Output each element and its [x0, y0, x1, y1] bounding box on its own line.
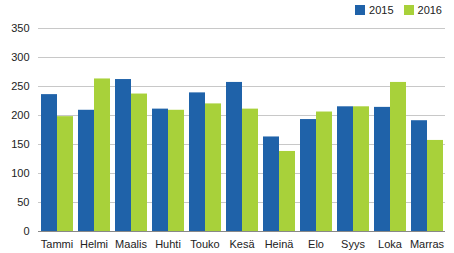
html-text:2015: 2015	[369, 4, 394, 16]
svg-text:Syys: Syys	[341, 238, 365, 250]
svg-text:Touko: Touko	[190, 238, 219, 250]
svg-text:Elo: Elo	[308, 238, 324, 250]
svg-text:200: 200	[11, 109, 29, 121]
svg-text:50: 50	[17, 196, 29, 208]
svg-text:Huhti: Huhti	[155, 238, 181, 250]
svg-text:100: 100	[11, 167, 29, 179]
svg-text:Tammi: Tammi	[41, 238, 73, 250]
svg-text:250: 250	[11, 80, 29, 92]
svg-text:Heinä: Heinä	[265, 238, 295, 250]
svg-text:Maalis: Maalis	[115, 238, 147, 250]
svg-text:Loka: Loka	[378, 238, 403, 250]
svg-text:150: 150	[11, 138, 29, 150]
svg-text:Kesä: Kesä	[229, 238, 255, 250]
svg-text:Helmi: Helmi	[80, 238, 108, 250]
html-text:2016: 2016	[417, 4, 442, 16]
svg-text:300: 300	[11, 51, 29, 63]
svg-text:350: 350	[11, 22, 29, 34]
svg-text:Marras: Marras	[410, 238, 445, 250]
svg-text:0: 0	[23, 225, 29, 237]
